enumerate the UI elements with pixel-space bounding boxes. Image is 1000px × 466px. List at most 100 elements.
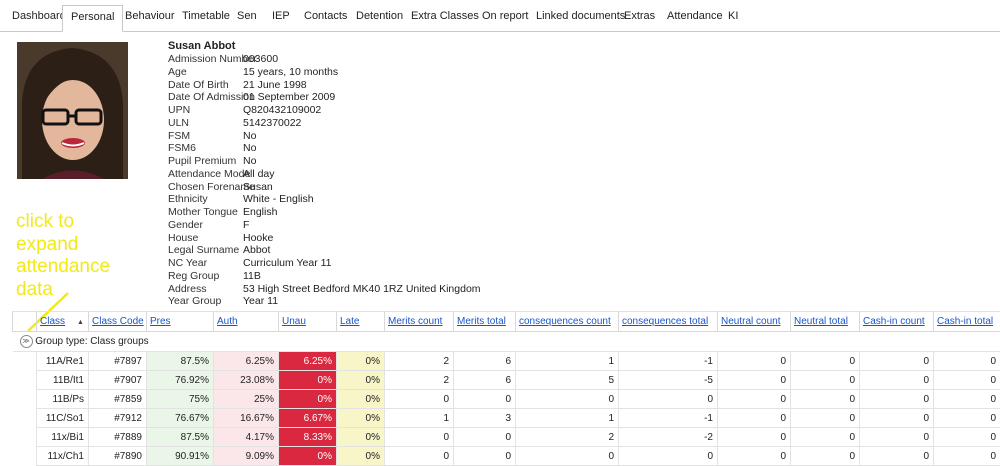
- detail-value: Q820432109002: [243, 104, 321, 117]
- group-row: ≫ Group type: Class groups: [13, 332, 1000, 352]
- annotation-line: attendance: [16, 256, 136, 279]
- col-header-cash-in-count[interactable]: Cash-in count: [860, 312, 934, 332]
- tab-contacts[interactable]: Contacts: [296, 5, 355, 31]
- tab-sen[interactable]: Sen: [229, 5, 265, 31]
- col-header-pres[interactable]: Pres: [147, 312, 214, 332]
- detail-admission-number: Admission Number003600: [168, 53, 481, 66]
- detail-value: 11B: [243, 270, 261, 283]
- col-link[interactable]: Unau: [282, 316, 306, 327]
- col-link[interactable]: consequences total: [622, 316, 708, 327]
- tab-behaviour[interactable]: Behaviour: [117, 5, 183, 31]
- col-link[interactable]: Class Code: [92, 316, 144, 327]
- col-link[interactable]: Cash-in total: [937, 316, 993, 327]
- table-row[interactable]: 11A/Re1 #7897 87.5% 6.25% 6.25% 0% 2 6 1…: [13, 352, 1000, 371]
- cell-auth: 4.17%: [214, 428, 279, 447]
- table-row[interactable]: 11B/Ps #7859 75% 25% 0% 0% 0 0 0 0 0 0 0…: [13, 390, 1000, 409]
- col-header-merits-total[interactable]: Merits total: [454, 312, 516, 332]
- cell-class-code: #7859: [89, 390, 147, 409]
- col-link[interactable]: Auth: [217, 316, 238, 327]
- cell-consequences-total: -1: [619, 352, 718, 371]
- col-link[interactable]: Cash-in count: [863, 316, 925, 327]
- student-name: Susan Abbot: [168, 40, 235, 52]
- cell-cash-in-total: 0: [934, 352, 1000, 371]
- cell-cash-in-total: 0: [934, 390, 1000, 409]
- tab-bar: Dashboard Personal Behaviour Timetable S…: [0, 0, 1000, 32]
- col-header-merits-count[interactable]: Merits count: [385, 312, 454, 332]
- detail-label: Address: [168, 283, 243, 296]
- table-row[interactable]: 11x/Ch1 #7890 90.91% 9.09% 0% 0% 0 0 0 0…: [13, 447, 1000, 466]
- cell-pres: 87.5%: [147, 428, 214, 447]
- table-row[interactable]: 11x/Bi1 #7889 87.5% 4.17% 8.33% 0% 0 0 2…: [13, 428, 1000, 447]
- expand-group-icon[interactable]: ≫: [20, 335, 33, 348]
- tab-extras[interactable]: Extras: [616, 5, 663, 31]
- cell-class: 11x/Bi1: [37, 428, 89, 447]
- student-portrait-image: [17, 42, 128, 179]
- detail-chosen-forename: Chosen ForenameSusan: [168, 181, 481, 194]
- col-header-cash-in-total[interactable]: Cash-in total: [934, 312, 1000, 332]
- col-link[interactable]: Late: [340, 316, 359, 327]
- col-link[interactable]: Pres: [150, 316, 171, 327]
- cell-late: 0%: [337, 428, 385, 447]
- table-row[interactable]: 11B/It1 #7907 76.92% 23.08% 0% 0% 2 6 5 …: [13, 371, 1000, 390]
- cell-consequences-count: 2: [516, 428, 619, 447]
- cell-auth: 25%: [214, 390, 279, 409]
- cell-consequences-count: 0: [516, 447, 619, 466]
- cell-neutral-total: 0: [791, 352, 860, 371]
- detail-value: All day: [243, 168, 275, 181]
- cell-neutral-total: 0: [791, 390, 860, 409]
- col-header-neutral-total[interactable]: Neutral total: [791, 312, 860, 332]
- tab-personal[interactable]: Personal: [62, 5, 123, 32]
- detail-label: Age: [168, 66, 243, 79]
- col-header-consequences-total[interactable]: consequences total: [619, 312, 718, 332]
- col-header-unau[interactable]: Unau: [279, 312, 337, 332]
- cell-merits-count: 0: [385, 447, 454, 466]
- cell-merits-total: 0: [454, 447, 516, 466]
- col-header-late[interactable]: Late: [337, 312, 385, 332]
- table-row[interactable]: 11C/So1 #7912 76.67% 16.67% 6.67% 0% 1 3…: [13, 409, 1000, 428]
- cell-consequences-total: -1: [619, 409, 718, 428]
- cell-auth: 16.67%: [214, 409, 279, 428]
- cell-consequences-count: 1: [516, 409, 619, 428]
- cell-unau: 0%: [279, 390, 337, 409]
- col-link[interactable]: Merits total: [457, 316, 506, 327]
- cell-merits-total: 3: [454, 409, 516, 428]
- col-link[interactable]: Class: [40, 316, 65, 327]
- detail-label: Chosen Forename: [168, 181, 243, 194]
- tab-ki[interactable]: KI: [720, 5, 746, 31]
- col-header-consequences-count[interactable]: consequences count: [516, 312, 619, 332]
- col-link[interactable]: Neutral total: [794, 316, 848, 327]
- col-header-class-code[interactable]: Class Code: [89, 312, 147, 332]
- cell-merits-count: 2: [385, 352, 454, 371]
- cell-auth: 23.08%: [214, 371, 279, 390]
- cell-merits-total: 0: [454, 390, 516, 409]
- col-link[interactable]: Neutral count: [721, 316, 780, 327]
- detail-value: 53 High Street Bedford MK40 1RZ United K…: [243, 283, 481, 296]
- cell-merits-total: 0: [454, 428, 516, 447]
- detail-value: 15 years, 10 months: [243, 66, 338, 79]
- col-header-class[interactable]: Class▲: [37, 312, 89, 332]
- col-header-auth[interactable]: Auth: [214, 312, 279, 332]
- tab-iep[interactable]: IEP: [264, 5, 298, 31]
- col-header-neutral-count[interactable]: Neutral count: [718, 312, 791, 332]
- row-gutter: [13, 447, 37, 466]
- detail-value: 21 June 1998: [243, 79, 307, 92]
- col-link[interactable]: consequences count: [519, 316, 611, 327]
- detail-value: Curriculum Year 11: [243, 257, 332, 270]
- cell-merits-count: 0: [385, 428, 454, 447]
- tab-detention[interactable]: Detention: [348, 5, 411, 31]
- col-link[interactable]: Merits count: [388, 316, 442, 327]
- row-gutter: [13, 409, 37, 428]
- group-cell: ≫ Group type: Class groups: [13, 332, 1000, 352]
- detail-value: English: [243, 206, 277, 219]
- cell-class: 11A/Re1: [37, 352, 89, 371]
- detail-value: No: [243, 155, 256, 168]
- detail-label: Legal Surname: [168, 244, 243, 257]
- cell-neutral-count: 0: [718, 352, 791, 371]
